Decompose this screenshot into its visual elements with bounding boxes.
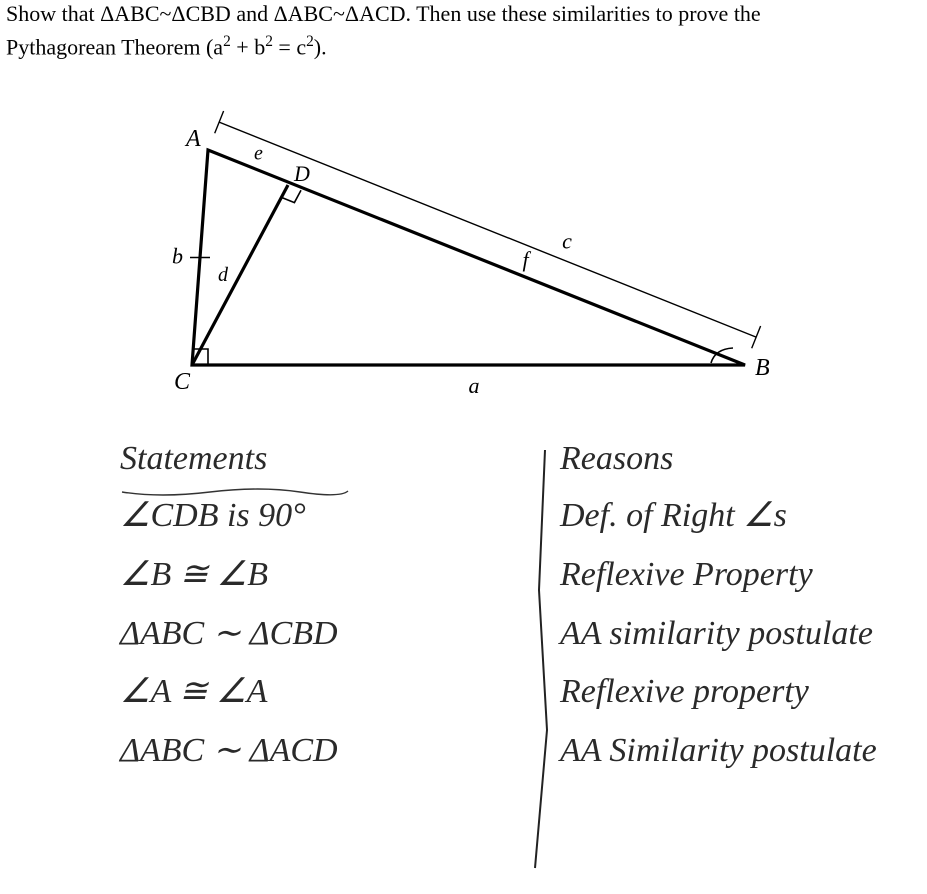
svg-text:c: c	[562, 229, 572, 254]
txt: ACD	[359, 1, 405, 26]
svg-text:D: D	[293, 161, 310, 186]
txt: ~	[160, 1, 172, 26]
svg-text:a: a	[469, 373, 480, 398]
reason-1: Def. of Right ∠s	[560, 496, 880, 537]
statement-5: ΔABC ∼ ΔACD	[120, 731, 500, 772]
sup: 2	[306, 33, 314, 50]
svg-text:C: C	[174, 369, 191, 395]
txt: + b	[231, 34, 265, 59]
statement-2: ∠B ≅ ∠B	[120, 555, 500, 596]
txt: and Δ	[231, 1, 288, 26]
txt: CBD	[186, 1, 231, 26]
txt: = c	[273, 34, 306, 59]
txt: ABC	[288, 1, 333, 26]
svg-text:A: A	[184, 126, 201, 152]
statement-1: ∠CDB is 90°	[120, 496, 500, 537]
txt: Pythagorean Theorem (a	[6, 34, 223, 59]
svg-text:d: d	[218, 264, 229, 286]
triangle-figure: A B C Da b c e f d	[150, 80, 790, 430]
svg-text:f: f	[523, 247, 532, 272]
reasons-header: Reasons	[560, 440, 880, 478]
svg-text:e: e	[254, 143, 263, 165]
sup: 2	[223, 33, 231, 50]
statement-3: ΔABC ∼ ΔCBD	[120, 614, 500, 655]
statements-header: Statements	[120, 440, 500, 478]
statement-4: ∠A ≅ ∠A	[120, 672, 500, 713]
column-divider	[525, 450, 565, 870]
figure-svg: A B C Da b c e f d	[150, 80, 790, 430]
txt: Show that Δ	[6, 1, 114, 26]
reasons-column: Reasons Def. of Right ∠s Reflexive Prope…	[560, 440, 880, 772]
two-column-proof: Statements ∠CDB is 90° ∠B ≅ ∠B ΔABC ∼ ΔC…	[120, 440, 880, 880]
svg-text:b: b	[172, 244, 183, 269]
txt: ~	[333, 1, 345, 26]
txt: . Then use these similarities to prove t…	[406, 1, 761, 26]
svg-text:B: B	[755, 355, 770, 381]
reason-5: AA Similarity postulate	[560, 731, 880, 772]
reason-3: AA similarity postulate	[560, 614, 880, 655]
problem-statement: Show that ΔABC~ΔCBD and ΔABC~ΔACD. Then …	[6, 0, 906, 61]
reason-4: Reflexive property	[560, 672, 880, 713]
reason-2: Reflexive Property	[560, 555, 880, 596]
txt: ABC	[114, 1, 159, 26]
underline-squiggle	[120, 486, 350, 500]
sup: 2	[265, 33, 273, 50]
txt: ).	[314, 34, 327, 59]
statements-column: Statements ∠CDB is 90° ∠B ≅ ∠B ΔABC ∼ ΔC…	[120, 440, 500, 772]
